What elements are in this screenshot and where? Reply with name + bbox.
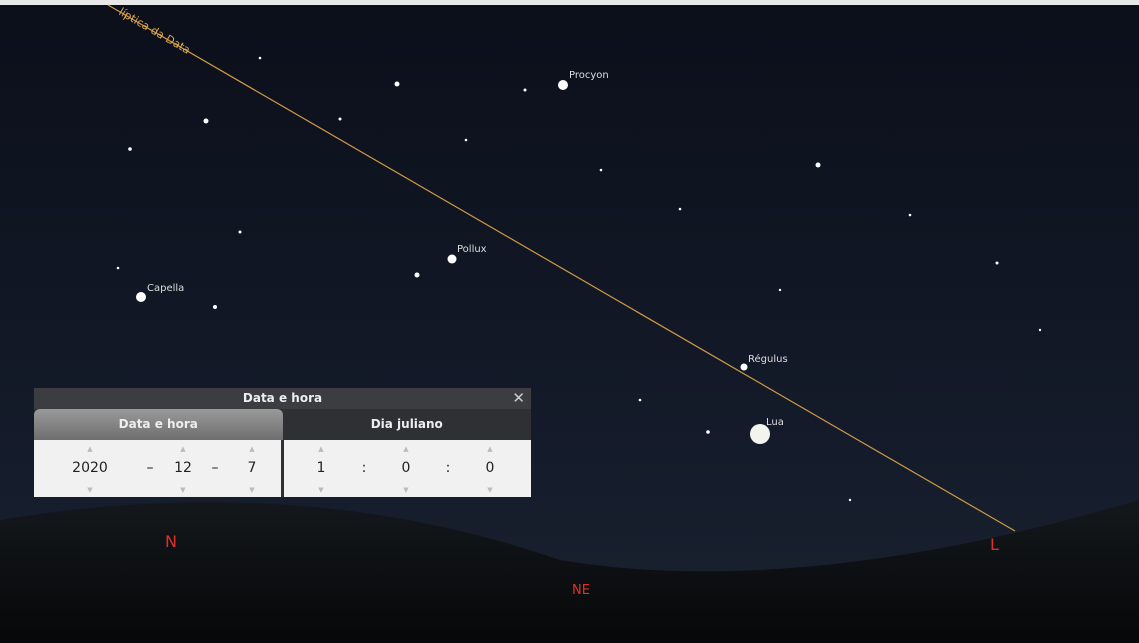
spin-field[interactable]: 0 <box>485 460 495 476</box>
top-bar <box>0 0 1139 5</box>
compass-label: NE <box>572 583 590 598</box>
spin-field[interactable]: 1 <box>316 460 326 476</box>
separator: : <box>361 460 367 476</box>
star-label: Régulus <box>748 353 788 365</box>
date-time-dialog: Data e hora ✕ Data e hora Dia juliano 202… <box>34 388 531 497</box>
star-label: Pollux <box>457 244 487 255</box>
spin-down[interactable]: ▼ <box>487 486 493 494</box>
title-text: Data e hora <box>242 391 323 405</box>
dialog-title: Data e hora ✕ <box>34 388 531 409</box>
spin-down[interactable]: ▼ <box>87 486 93 494</box>
spin-field[interactable]: 0 <box>401 460 411 476</box>
date-group: 2020 ▲ ▼ – 12 ▲ ▼ – 7 ▲ ▼ <box>34 440 281 497</box>
ecliptic <box>107 4 1016 532</box>
spin-field[interactable]: 12 <box>174 460 192 476</box>
time-group: 1 ▲ ▼: 0 ▲ ▼: 0 ▲ ▼ <box>284 440 531 497</box>
spin-up[interactable]: ▲ <box>487 445 493 453</box>
compass-label: L <box>990 535 999 554</box>
compass: N NE L <box>165 532 999 598</box>
star-labels: Procyon Pollux Capella Régulus Lua <box>147 70 788 428</box>
spin-up[interactable]: ▲ <box>249 445 255 453</box>
spin-down[interactable]: ▼ <box>180 486 186 494</box>
star-label: Lua <box>766 417 784 428</box>
spin-up[interactable]: ▲ <box>180 445 186 453</box>
separator: : <box>445 460 451 476</box>
compass-label: N <box>165 532 177 551</box>
star-label: Procyon <box>569 70 609 81</box>
spin-field[interactable]: 2020 <box>72 460 108 476</box>
tab[interactable]: Dia juliano <box>370 417 443 431</box>
stars <box>116 56 1042 502</box>
spin-down[interactable]: ▼ <box>403 486 409 494</box>
tab[interactable]: Data e hora <box>34 409 283 440</box>
spin-down[interactable]: ▼ <box>318 486 324 494</box>
spin-down[interactable]: ▼ <box>249 486 255 494</box>
spin-field[interactable]: 7 <box>247 460 257 476</box>
tabs: Data e hora Dia juliano <box>34 409 531 440</box>
separator: – <box>211 460 219 476</box>
ground <box>0 500 1139 643</box>
spin-up[interactable]: ▲ <box>87 445 93 453</box>
spin-up[interactable]: ▲ <box>403 445 409 453</box>
star-label: Capella <box>147 283 184 294</box>
separator: – <box>146 460 154 476</box>
close-button[interactable]: ✕ <box>512 389 525 407</box>
spin-up[interactable]: ▲ <box>318 445 324 453</box>
fields: 2020 ▲ ▼ – 12 ▲ ▼ – 7 ▲ ▼ 1 ▲ ▼: 0 ▲ ▼: 0 ▲ ▼ <box>34 440 531 497</box>
